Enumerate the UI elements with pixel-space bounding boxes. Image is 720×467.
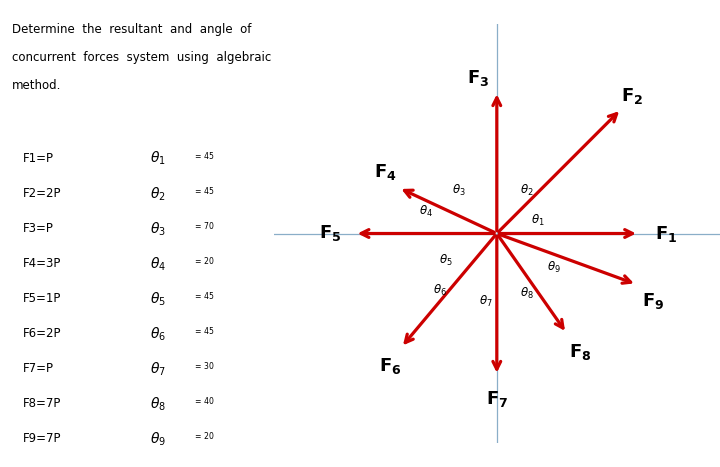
Text: $\theta_{7}$: $\theta_{7}$ [150,360,166,378]
Text: F2=2P: F2=2P [23,187,61,200]
Text: $\theta_{7}$: $\theta_{7}$ [479,294,492,309]
Text: F6=2P: F6=2P [23,327,61,340]
Text: $\theta_{9}$: $\theta_{9}$ [150,430,166,448]
Text: F7=P: F7=P [23,362,54,375]
Text: Determine  the  resultant  and  angle  of: Determine the resultant and angle of [12,23,251,36]
Text: $\theta_{2}$: $\theta_{2}$ [150,185,166,203]
Text: F1=P: F1=P [23,152,54,165]
Text: $\mathbf{F_{1}}$: $\mathbf{F_{1}}$ [654,224,677,243]
Text: $\theta_{5}$: $\theta_{5}$ [150,290,166,308]
Text: $\mathbf{F_{8}}$: $\mathbf{F_{8}}$ [569,342,591,362]
Text: $\theta_{4}$: $\theta_{4}$ [420,204,433,219]
Text: $\theta_{8}$: $\theta_{8}$ [150,395,166,413]
Text: F9=7P: F9=7P [23,432,61,446]
Text: $_{=\,20}$: $_{=\,20}$ [193,431,215,443]
Text: $\mathbf{F_{5}}$: $\mathbf{F_{5}}$ [319,224,341,243]
Text: $_{=\,30}$: $_{=\,30}$ [193,361,215,373]
Text: $_{=\,20}$: $_{=\,20}$ [193,255,215,268]
Text: $\theta_{8}$: $\theta_{8}$ [520,285,534,301]
Text: method.: method. [12,79,61,92]
Text: $\theta_{5}$: $\theta_{5}$ [438,253,452,268]
Text: $\theta_{1}$: $\theta_{1}$ [150,150,166,168]
Text: $\theta_{4}$: $\theta_{4}$ [150,255,166,273]
Text: F4=3P: F4=3P [23,257,61,270]
Text: concurrent  forces  system  using  algebraic: concurrent forces system using algebraic [12,51,271,64]
Text: $\mathbf{F_{7}}$: $\mathbf{F_{7}}$ [486,389,508,409]
Text: $\mathbf{F_{9}}$: $\mathbf{F_{9}}$ [642,290,664,311]
Text: $\mathbf{F_{4}}$: $\mathbf{F_{4}}$ [374,162,397,182]
Text: F5=1P: F5=1P [23,292,61,305]
Text: F3=P: F3=P [23,222,54,235]
Text: $\theta_{3}$: $\theta_{3}$ [150,220,166,238]
Text: $\theta_{3}$: $\theta_{3}$ [452,183,466,198]
Text: $\theta_{6}$: $\theta_{6}$ [150,325,166,343]
Text: $\theta_{9}$: $\theta_{9}$ [546,260,561,275]
Text: $_{=\,45}$: $_{=\,45}$ [193,290,215,303]
Text: $\theta_{6}$: $\theta_{6}$ [433,283,447,298]
Text: $\mathbf{F_{6}}$: $\mathbf{F_{6}}$ [379,356,402,376]
Text: $_{=\,70}$: $_{=\,70}$ [193,220,215,233]
Text: $_{=\,45}$: $_{=\,45}$ [193,150,215,163]
Text: $\theta_{1}$: $\theta_{1}$ [531,212,544,227]
Text: F8=7P: F8=7P [23,397,61,410]
Text: $_{=\,45}$: $_{=\,45}$ [193,185,215,198]
Text: $_{=\,45}$: $_{=\,45}$ [193,325,215,338]
Text: $\mathbf{F_{2}}$: $\mathbf{F_{2}}$ [621,85,643,106]
Text: $_{=\,40}$: $_{=\,40}$ [193,396,215,408]
Text: $\theta_{2}$: $\theta_{2}$ [520,183,534,198]
Text: $\mathbf{F_{3}}$: $\mathbf{F_{3}}$ [467,68,489,88]
